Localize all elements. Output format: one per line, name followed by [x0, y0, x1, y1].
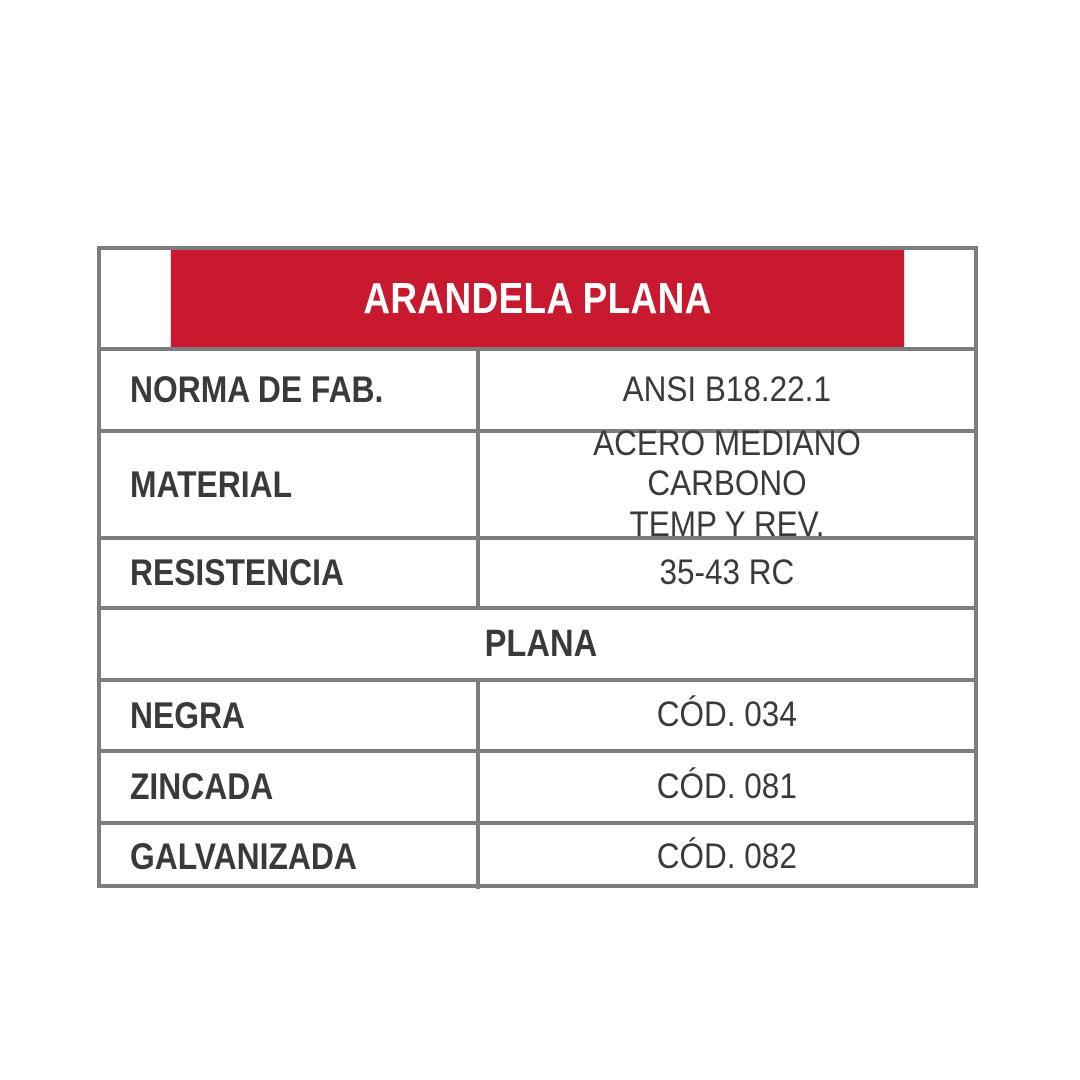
table-row: RESISTENCIA 35-43 RC: [101, 536, 974, 606]
section-heading-plana: PLANA: [101, 610, 974, 678]
row-label-text: MATERIAL: [130, 463, 293, 505]
row-value-norma-de-fab: ANSI B18.22.1: [476, 351, 974, 429]
specification-table: ARANDELA PLANA NORMA DE FAB. ANSI B18.22…: [97, 246, 978, 889]
table-row: MATERIAL ACERO MEDIANO CARBONO TEMP Y RE…: [101, 424, 974, 544]
row-label-resistencia: RESISTENCIA: [101, 540, 476, 606]
table-section-heading-row: PLANA: [101, 606, 974, 678]
row-label-text: NEGRA: [130, 694, 245, 736]
table-row: ZINCADA CÓD. 081: [101, 749, 974, 821]
row-value-negra: CÓD. 034: [476, 682, 974, 749]
table-row: NEGRA CÓD. 034: [101, 678, 974, 749]
row-value-text: CÓD. 082: [656, 836, 798, 876]
material-line-1: ACERO MEDIANO CARBONO: [593, 424, 861, 504]
table-row: NORMA DE FAB. ANSI B18.22.1: [101, 347, 974, 429]
row-label-text: NORMA DE FAB.: [130, 369, 384, 410]
row-value-resistencia: 35-43 RC: [476, 540, 974, 606]
row-value-text: 35-43 RC: [659, 552, 795, 592]
table-title-text: ARANDELA PLANA: [363, 273, 712, 323]
material-line-2: TEMP Y REV.: [629, 504, 825, 544]
row-label-text: ZINCADA: [130, 766, 274, 807]
row-label-text: RESISTENCIA: [130, 552, 344, 593]
section-heading-text: PLANA: [484, 622, 598, 665]
row-label-zincada: ZINCADA: [101, 753, 476, 821]
row-value-text: ACERO MEDIANO CARBONO TEMP Y REV.: [517, 424, 936, 545]
row-label-text: GALVANIZADA: [130, 836, 357, 877]
table-title-banner: ARANDELA PLANA: [170, 250, 905, 347]
row-label-material: MATERIAL: [101, 433, 476, 536]
row-value-text: CÓD. 034: [656, 695, 798, 735]
row-label-norma-de-fab: NORMA DE FAB.: [101, 351, 476, 429]
table-row: GALVANIZADA CÓD. 082: [101, 821, 974, 889]
row-label-galvanizada: GALVANIZADA: [101, 825, 476, 889]
row-label-negra: NEGRA: [101, 682, 476, 749]
row-value-text: ANSI B18.22.1: [622, 369, 832, 409]
row-value-zincada: CÓD. 081: [476, 753, 974, 821]
row-value-galvanizada: CÓD. 082: [476, 825, 974, 889]
row-value-material: ACERO MEDIANO CARBONO TEMP Y REV.: [476, 424, 974, 544]
table-body: ARANDELA PLANA NORMA DE FAB. ANSI B18.22…: [101, 250, 974, 889]
row-value-text: CÓD. 081: [656, 766, 798, 806]
